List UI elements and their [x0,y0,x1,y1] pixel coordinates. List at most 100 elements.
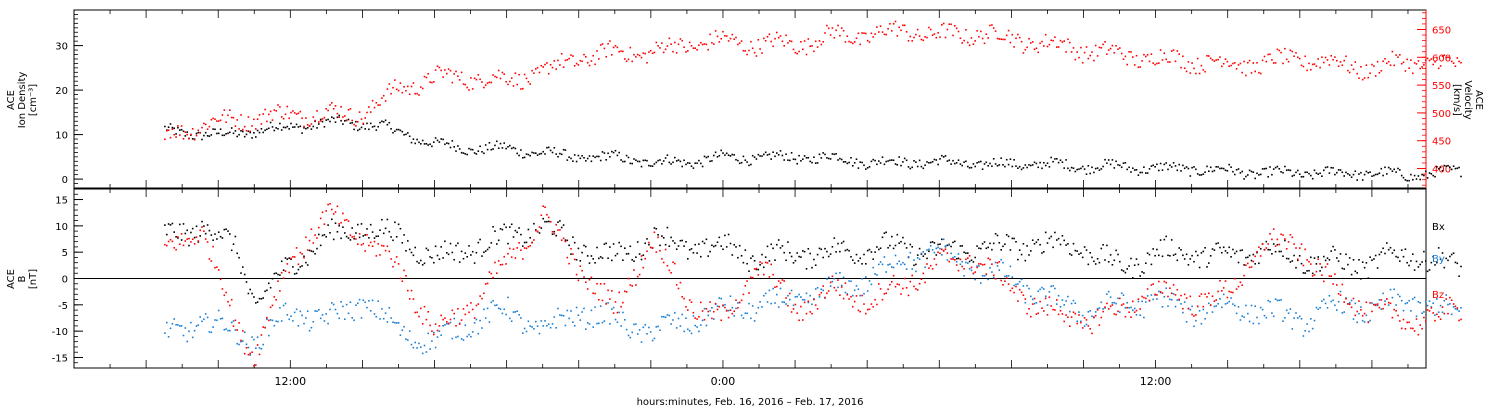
velocity-point [468,89,470,91]
density-point [1393,168,1395,171]
velocity-point [944,36,947,39]
b-by-point [1020,278,1023,281]
density-point [1037,166,1039,169]
b-bx-point [557,221,559,223]
b-bx-point [457,242,459,245]
b-bz-point [937,251,939,253]
velocity-point [180,125,183,127]
b-bz-point [848,298,850,300]
density-point [481,151,483,153]
b-bz-point [462,308,465,310]
velocity-point [937,32,939,34]
b-bz-point [900,293,902,295]
velocity-point [1336,59,1338,62]
b-bz-point [1297,258,1299,261]
density-tick-label: 10 [55,131,68,142]
b-bx-point [1065,244,1067,246]
velocity-point [486,82,489,84]
b-bz-point [1235,288,1238,290]
velocity-point [679,38,682,40]
velocity-point [866,39,869,42]
b-bx-point [876,246,878,248]
b-bx-point [935,254,938,256]
b-bz-point [1234,277,1236,280]
velocity-point [1189,72,1192,74]
velocity-point [1022,52,1025,54]
b-by-point [1091,315,1093,318]
density-point [1456,167,1459,170]
velocity-point [427,73,429,75]
b-bz-point [492,276,494,279]
velocity-point [219,119,222,122]
velocity-point [425,76,428,79]
density-point [1421,173,1423,176]
velocity-point [1254,70,1256,73]
b-by-point [293,311,296,314]
velocity-point [768,33,771,36]
density-point [299,125,302,128]
b-by-point [729,295,732,297]
velocity-point [1356,72,1358,75]
b-by-point [299,310,302,313]
density-point [1215,166,1217,168]
velocity-point [1102,43,1104,46]
b-by-point [505,313,507,316]
density-point [915,161,917,163]
b-by-point [768,289,771,292]
velocity-point [1174,60,1177,63]
density-point [829,158,832,160]
density-label-1: ACE [6,90,17,110]
b-by-point [1280,299,1282,301]
velocity-point [935,36,938,39]
b-bz-point [1091,332,1093,335]
density-point [1078,168,1080,170]
velocity-point [757,39,760,41]
b-bz-point [1271,238,1273,241]
b-bx-point [1076,250,1078,252]
b-by-point [366,306,368,309]
density-point [928,162,930,164]
density-point [1096,167,1099,169]
b-bx-point [242,266,244,268]
b-bx-point [505,226,507,229]
b-bz-point [223,294,226,297]
b-bz-point [1347,303,1349,305]
b-bx-point [720,245,722,247]
b-by-point [1094,311,1097,313]
b-bx-point [859,257,861,260]
b-bz-point [1211,295,1214,297]
b-by-point [1376,304,1379,307]
b-by-point [1085,323,1088,326]
velocity-point [916,28,919,31]
velocity-point [1137,66,1140,69]
b-bx-point [1304,272,1306,274]
b-bx-point [1297,259,1299,262]
b-bz-point [889,283,891,286]
density-point [848,161,850,164]
density-point [1319,172,1321,175]
b-bx-point [440,246,442,248]
b-bx-point [1269,249,1271,251]
density-point [186,131,188,133]
b-bz-point [1209,304,1212,306]
density-point [1098,169,1101,171]
b-bx-point [1323,255,1325,258]
b-bz-point [395,256,398,258]
b-bx-point [1285,257,1288,260]
velocity-point [898,26,900,29]
velocity-tick-label: 650 [1432,25,1451,36]
b-by-point [868,280,871,282]
density-point [802,158,804,160]
velocity-point [1450,60,1453,63]
b-by-point [924,266,926,269]
velocity-point [978,36,980,38]
b-bx-point [280,260,283,263]
density-point [1345,171,1347,174]
b-bx-point [1026,245,1028,247]
b-by-point [764,292,767,295]
density-point [870,160,873,163]
b-bz-point [822,285,824,287]
velocity-point [783,45,785,47]
b-bx-point [1009,249,1012,251]
b-bz-point [922,272,925,275]
